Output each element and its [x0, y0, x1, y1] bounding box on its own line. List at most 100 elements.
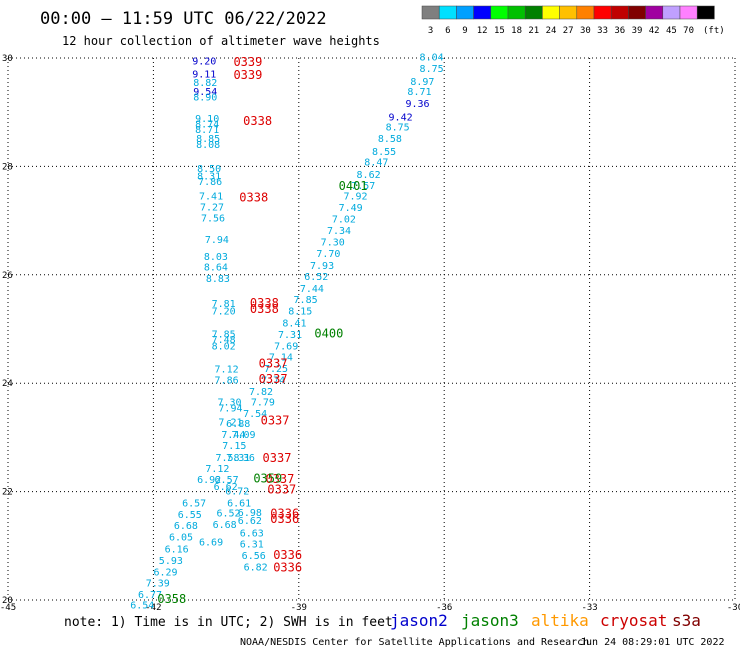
wave-height-point: 7.94	[218, 404, 242, 415]
pass-time-label: 0338	[250, 296, 279, 310]
wave-height-point: 7.74	[261, 375, 285, 386]
legend-swatch-label: 18	[511, 26, 522, 36]
pass-time-label: 0339	[233, 68, 262, 82]
wave-height-point: 7.09	[232, 430, 256, 441]
x-tick-label: -30	[727, 603, 740, 613]
legend-swatch	[696, 5, 715, 20]
wave-height-point: 8.82	[193, 78, 217, 89]
wave-height-point: 8.74	[195, 120, 219, 131]
wave-height-point: 7.79	[251, 398, 275, 409]
wave-height-point: 8.55	[372, 147, 396, 158]
wave-height-point: 7.44	[221, 430, 245, 441]
legend-swatch-label: 39	[632, 26, 643, 36]
wave-height-point: 7.30	[217, 398, 241, 409]
pass-time-label: 0337	[261, 414, 290, 428]
legend-swatch	[542, 5, 560, 20]
satellite-jason2: jason2	[390, 611, 448, 630]
pass-time-label: 0337	[259, 357, 288, 371]
legend-swatch-label: 36	[614, 26, 625, 36]
wave-height-point: 6.68	[213, 520, 237, 531]
pass-time-label: 0337	[265, 472, 294, 486]
pass-time-label: 0336	[270, 512, 299, 526]
legend-swatch-label: 70	[683, 26, 694, 36]
plot-area: -45-42-39-36-33-302022242628308.048.758.…	[0, 52, 740, 613]
satellite-cryosat: cryosat	[600, 611, 667, 630]
pass-time-label: 0400	[314, 326, 343, 340]
legend-swatch	[628, 5, 646, 20]
wave-height-point: 9.10	[195, 114, 219, 125]
pass-time-label: 0337	[263, 451, 292, 465]
wave-height-point: 6.82	[244, 562, 268, 573]
wave-height-point: 8.97	[410, 77, 434, 88]
legend-swatch	[679, 5, 698, 20]
pass-time-label: 0339	[233, 55, 262, 69]
wave-height-point: 8.75	[386, 122, 410, 133]
wave-height-point: 7.92	[343, 192, 367, 203]
wave-height-point: 8.08	[196, 140, 220, 151]
wave-height-point: 8.90	[193, 92, 217, 103]
wave-height-point: 6.69	[199, 537, 223, 548]
wave-height-point: 7.02	[332, 214, 356, 225]
legend-swatch	[438, 5, 457, 20]
wave-height-point: 6.68	[174, 521, 198, 532]
wave-height-point: 8.83	[206, 274, 230, 285]
legend-swatch-label: 33	[597, 26, 608, 36]
wave-height-point: 7.34	[327, 226, 351, 237]
legend-swatch-label: 12	[477, 26, 488, 36]
wave-height-point: 7.94	[205, 235, 229, 246]
wave-height-point: 6.16	[165, 545, 189, 556]
legend-swatch	[456, 5, 474, 20]
legend-swatch	[524, 5, 543, 20]
pass-time-label: 0401	[339, 179, 368, 193]
x-tick-label: -42	[145, 603, 161, 613]
x-tick-label: -45	[0, 603, 16, 613]
satellite-jason3: jason3	[461, 611, 519, 630]
wave-height-point: 6.63	[240, 528, 264, 539]
legend-swatch	[559, 5, 578, 20]
wave-height-point: 9.54	[193, 87, 217, 98]
y-tick-label: 24	[2, 379, 13, 389]
legend-swatch	[507, 5, 526, 20]
wave-height-point: 7.86	[198, 177, 222, 188]
wave-height-point: 9.42	[389, 113, 413, 124]
wave-height-point: 9.11	[192, 70, 216, 81]
legend-swatch	[645, 5, 664, 20]
legend-swatch	[610, 5, 629, 20]
pass-time-label: 0337	[259, 372, 288, 386]
wave-height-point: 8.50	[197, 164, 221, 175]
wave-height-point: 7.82	[249, 387, 273, 398]
wave-height-point: 7.14	[269, 353, 293, 364]
legend-swatch-label: 45	[666, 26, 677, 36]
wave-height-point: 7.69	[274, 341, 298, 352]
legend-swatch-label: 15	[494, 26, 505, 36]
satellite-legend: jason2 jason3 altika cryosat s3a	[390, 611, 701, 630]
wave-height-point: 7.93	[310, 261, 334, 272]
legend-swatch-label: 21	[528, 26, 539, 36]
satellite-s3a: s3a	[672, 611, 701, 630]
wave-height-point: 7.39	[146, 579, 170, 590]
wave-height-point: 6.52	[216, 509, 240, 520]
wave-height-point: 7.27	[200, 203, 224, 214]
wave-height-point: 8.71	[407, 87, 431, 98]
wave-height-point: 7.21	[218, 418, 242, 429]
credit-text: NOAA/NESDIS Center for Satellite Applica…	[240, 637, 589, 648]
y-tick-label: 22	[2, 488, 13, 498]
y-tick-label: 26	[2, 271, 13, 281]
legend-swatch	[576, 5, 595, 20]
wave-height-point: 6.62	[214, 482, 238, 493]
wave-height-point: 7.86	[215, 375, 239, 386]
wave-height-point: 8.02	[212, 341, 236, 352]
wave-height-point: 6.92	[197, 475, 221, 486]
legend-swatch-label: 3	[428, 26, 433, 36]
wave-height-point: 7.56	[201, 213, 225, 224]
wave-height-point: 7.85	[294, 295, 318, 306]
wave-height-point: 6.98	[238, 508, 262, 519]
legend-swatch	[593, 5, 612, 20]
wave-height-point: 8.71	[195, 125, 219, 136]
x-tick-label: -39	[291, 603, 307, 613]
wave-height-point: 6.55	[178, 510, 202, 521]
color-scale-legend: 3 6 9 12 15 18 21 24 27 30 33 36 39 42 45 70	[421, 5, 715, 36]
wave-height-point: 8.41	[282, 318, 306, 329]
wave-height-point: 8.31	[197, 172, 221, 183]
